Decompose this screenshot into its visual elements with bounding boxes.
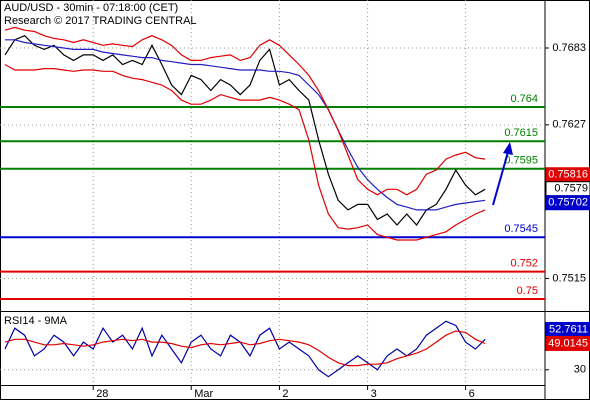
rsi-title: RSI14 - 9MA xyxy=(4,315,68,327)
y-tick-label: 0.7683 xyxy=(552,42,586,54)
price-label: 0.75702 xyxy=(548,197,588,209)
forecast-arrow xyxy=(492,151,509,206)
series-line xyxy=(4,26,486,196)
series-line xyxy=(4,34,486,226)
chart-title: AUD/USD - 30min - 07:18:00 (CET) xyxy=(4,2,178,14)
level-label: 0.7595 xyxy=(504,155,538,167)
x-tick-label: 3 xyxy=(371,388,377,400)
series-line xyxy=(4,320,486,378)
price-label-box xyxy=(545,195,590,211)
level-label: 0.75 xyxy=(517,285,538,297)
x-tick-label: 2 xyxy=(282,388,288,400)
y-tick-label: 0.7515 xyxy=(552,272,586,284)
price-label-box xyxy=(545,335,590,351)
y-tick-label: 0.7627 xyxy=(552,119,586,131)
level-label: 0.7545 xyxy=(504,223,538,235)
level-label: 0.7615 xyxy=(504,127,538,139)
chart-subtitle: Research © 2017 TRADING CENTRAL xyxy=(4,15,197,27)
level-label: 0.764 xyxy=(510,93,538,105)
series-line xyxy=(4,330,486,367)
price-label: 0.7579 xyxy=(554,183,588,195)
x-tick-label: 28 xyxy=(96,388,108,400)
price-label: 52.7611 xyxy=(549,323,588,335)
y-tick-label: 30 xyxy=(574,364,586,376)
series-line xyxy=(4,63,486,241)
x-tick-label: 6 xyxy=(469,388,475,400)
level-label: 0.752 xyxy=(510,257,538,269)
x-tick-label: Mar xyxy=(194,388,213,400)
forecast-arrow-head xyxy=(503,142,513,155)
series-line xyxy=(5,39,486,211)
price-label: 49.0145 xyxy=(548,337,588,349)
price-label: 0.75816 xyxy=(548,169,588,181)
